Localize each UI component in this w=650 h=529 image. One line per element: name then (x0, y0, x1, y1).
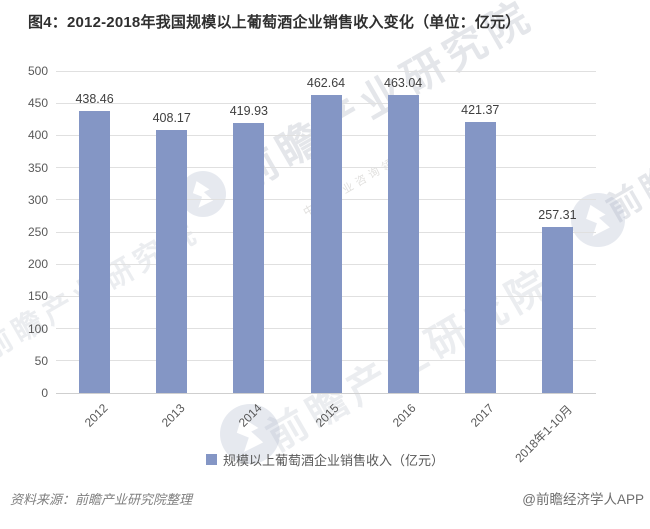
x-tick-label: 2014 (235, 401, 265, 430)
bar-2012 (79, 110, 111, 393)
bar-value-label: 421.37 (461, 102, 500, 117)
bar-value-label: 408.17 (152, 111, 191, 126)
gridline (56, 70, 596, 72)
y-tick-label: 400 (27, 128, 48, 143)
legend-marker (205, 454, 217, 465)
y-tick-label: 50 (34, 353, 48, 368)
bar-value-label: 438.46 (75, 91, 114, 106)
bar-value-label: 463.04 (384, 75, 423, 90)
y-tick-label: 250 (27, 225, 48, 239)
y-tick-label: 150 (27, 289, 48, 304)
chart-title: 图4：2012-2018年我国规模以上葡萄酒企业销售收入变化（单位：亿元） (28, 14, 521, 31)
bar-value-label: 462.64 (306, 76, 346, 91)
x-tick-label: 2012 (81, 401, 111, 430)
x-tick-label: 2017 (467, 401, 497, 430)
bar-2016 (387, 94, 419, 393)
y-tick-label: 200 (27, 257, 48, 272)
x-tick-label: 2013 (158, 401, 188, 430)
bar-2015 (310, 95, 342, 393)
source-note: 资料来源：前瞻产业研究院整理 (10, 491, 193, 507)
bar-2017 (464, 121, 496, 393)
footer: 资料来源：前瞻产业研究院整理 @前瞻经济学人APP (0, 488, 650, 508)
bar-value-label: 419.93 (229, 103, 268, 118)
bar-2014 (233, 122, 265, 393)
plot-area: 438.46 2012 408.17 2013 419.93 2014 462.64 2015… (56, 70, 596, 465)
gridline (56, 392, 596, 394)
bar-2013 (156, 130, 188, 393)
credit-note: @前瞻经济学人APP (522, 492, 644, 507)
legend-label: 规模以上葡萄酒企业销售收入（亿元） (222, 453, 444, 468)
y-tick-label: 500 (27, 64, 48, 78)
bar-value-label: 257.31 (538, 208, 577, 223)
legend: 规模以上葡萄酒企业销售收入（亿元） (0, 450, 650, 469)
y-tick-label: 300 (27, 192, 48, 207)
y-tick-label: 0 (41, 386, 48, 400)
y-tick-label: 100 (27, 321, 48, 336)
x-tick-label: 2016 (390, 401, 420, 430)
watermark-brand-text: 前瞻产业研究院 (600, 59, 650, 229)
y-tick-label: 450 (27, 96, 48, 111)
x-tick-label: 2015 (313, 401, 342, 430)
y-tick-label: 350 (27, 160, 48, 175)
bar-2018年1-10月 (541, 227, 573, 393)
